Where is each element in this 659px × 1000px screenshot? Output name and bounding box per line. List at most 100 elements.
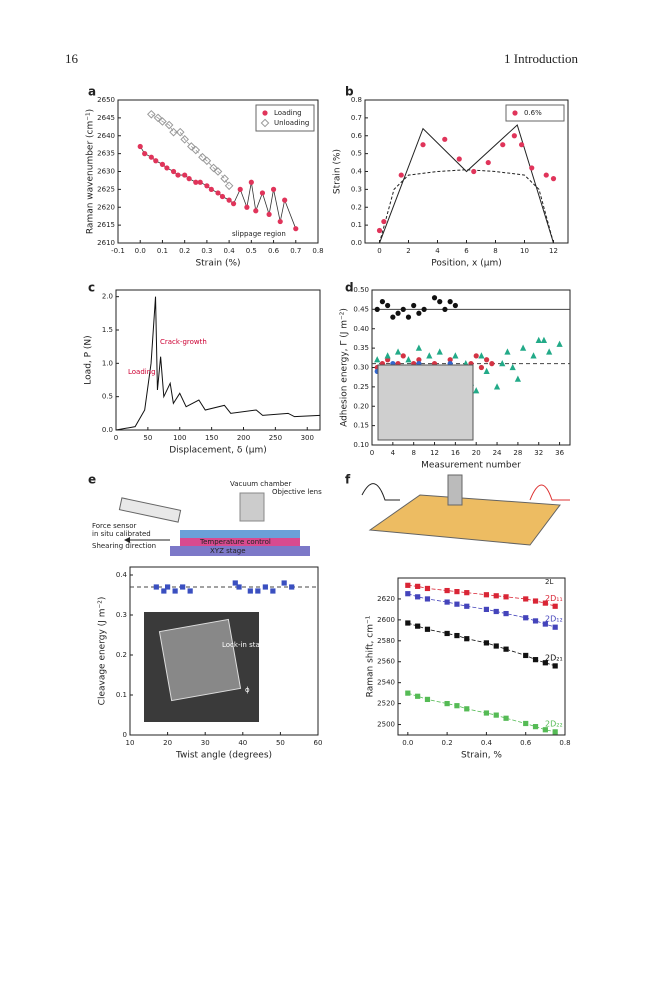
x-tick-label: 30 [201, 739, 210, 747]
y-tick-label: 0.15 [353, 422, 369, 430]
y-tick-label: 0.8 [351, 96, 362, 104]
marker [514, 375, 521, 382]
y-tick-label: 0.45 [353, 305, 369, 313]
legend-box [255, 104, 315, 132]
marker [454, 703, 460, 709]
y-tick-label: 2610 [97, 239, 115, 247]
marker [293, 226, 299, 232]
marker [164, 165, 170, 171]
x-tick-label: 100 [173, 434, 186, 442]
y-axis-label: Raman shift, cm⁻¹ [366, 615, 376, 697]
marker [395, 310, 401, 316]
x-tick-label: 10 [520, 247, 529, 255]
y-tick-label: 0 [123, 731, 127, 739]
x-tick-label: 12 [549, 247, 558, 255]
marker [187, 142, 196, 151]
marker [444, 599, 450, 605]
marker [270, 186, 277, 192]
marker [147, 109, 156, 119]
spectrum [361, 483, 400, 501]
marker [437, 299, 443, 305]
layer [170, 546, 310, 556]
marker [421, 306, 427, 312]
y-tick-label: 0.1 [116, 691, 127, 699]
x-tick-label: 60 [314, 739, 323, 747]
marker [175, 172, 181, 178]
x-tick-label: 0 [377, 247, 381, 255]
marker [523, 615, 529, 621]
marker [193, 179, 199, 185]
marker [281, 580, 287, 586]
marker [542, 727, 548, 733]
marker [431, 295, 438, 301]
marker [374, 356, 381, 363]
marker [415, 594, 421, 600]
marker [532, 618, 539, 624]
marker [186, 176, 192, 182]
marker [415, 583, 421, 589]
annotation: Lock-in state [222, 641, 267, 649]
x-tick-label: 0.2 [179, 247, 190, 255]
annotation: ϕ [245, 686, 250, 694]
marker [405, 620, 411, 626]
series-label: 2D₂₂ [545, 719, 563, 728]
y-tick-label: 2640 [97, 132, 115, 140]
legend-label: Loading [274, 109, 302, 117]
y-tick-label: 0.2 [116, 651, 127, 659]
schematic-label: Temperature control [199, 538, 271, 546]
marker [454, 632, 460, 639]
inset-image [377, 364, 474, 441]
marker [182, 172, 188, 178]
x-tick-label: 0.3 [201, 247, 212, 255]
y-tick-label: 0.5 [102, 393, 113, 401]
y-tick-label: 2500 [377, 721, 395, 729]
x-tick-label: 0.1 [157, 247, 168, 255]
marker [398, 172, 404, 178]
x-tick-label: 300 [301, 434, 314, 442]
marker [213, 167, 223, 176]
load-curve [115, 296, 321, 431]
marker [270, 588, 276, 594]
marker [158, 117, 167, 126]
y-tick-label: 0.2 [351, 203, 362, 211]
marker [161, 588, 167, 594]
schematic-e [118, 492, 310, 556]
series-label: 2D₁₂ [545, 615, 563, 624]
marker [483, 592, 490, 598]
marker [400, 306, 406, 312]
marker [244, 204, 250, 210]
marker [523, 596, 529, 602]
marker [503, 646, 509, 652]
marker [198, 152, 207, 162]
series-line [139, 146, 297, 229]
x-tick-label: 4 [435, 247, 440, 255]
marker [436, 348, 443, 355]
page-number: 16 [65, 51, 79, 66]
marker [209, 163, 218, 173]
graphene-sheet [368, 494, 561, 546]
marker [512, 110, 518, 116]
marker [452, 352, 459, 359]
x-axis-label: Strain, % [461, 751, 502, 761]
marker [454, 589, 460, 595]
marker [473, 387, 480, 394]
y-tick-label: 2520 [377, 700, 395, 708]
x-tick-label: 40 [238, 739, 247, 747]
model-line [379, 124, 554, 244]
x-tick-label: 150 [205, 434, 218, 442]
schematic-label: in situ calibrated [92, 530, 151, 538]
marker [483, 640, 490, 646]
legend-label: 0.6% [524, 109, 542, 117]
marker [550, 176, 557, 182]
marker [175, 127, 185, 137]
marker [485, 159, 491, 166]
marker [542, 621, 548, 627]
marker [262, 584, 268, 590]
y-axis-label: Cleavage energy (J m⁻²) [98, 597, 108, 706]
x-axis-label: Position, x (μm) [431, 259, 501, 269]
plot-frame [115, 289, 321, 431]
marker [260, 118, 270, 128]
marker [530, 352, 537, 359]
marker [384, 352, 391, 359]
marker [523, 652, 529, 659]
